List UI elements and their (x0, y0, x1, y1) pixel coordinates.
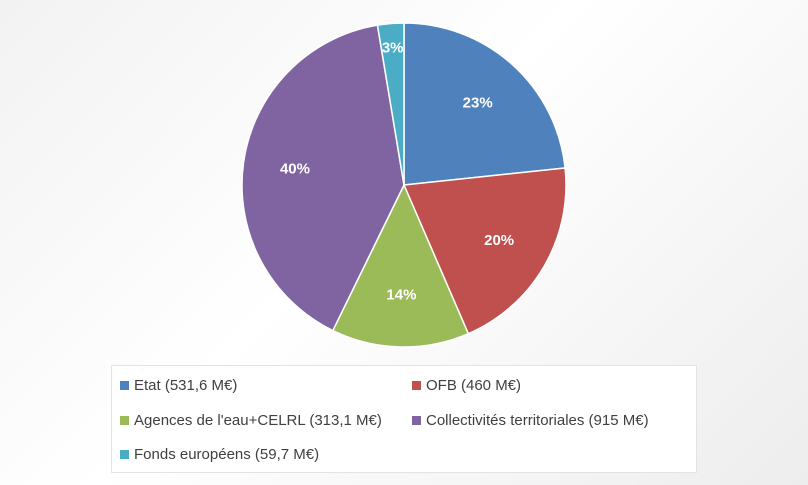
legend: Etat (531,6 M€) OFB (460 M€) Agences de … (111, 365, 697, 473)
pie-slice-collectivites (241, 24, 405, 332)
legend-label-agences: Agences de l'eau+CELRL (313,1 M€) (134, 412, 382, 429)
legend-swatch-fonds (120, 450, 129, 459)
pie-slice-ofb (402, 167, 567, 335)
data-label-ofb: 20% (484, 232, 514, 249)
legend-item-fonds: Fonds européens (59,7 M€) (120, 446, 319, 463)
legend-label-etat: Etat (531,6 M€) (134, 377, 238, 394)
legend-swatch-agences (120, 416, 129, 425)
pie-slice-agences (331, 183, 470, 348)
legend-swatch-etat (120, 381, 129, 390)
data-label-collectivites: 40% (280, 161, 310, 178)
legend-item-ofb: OFB (460 M€) (412, 377, 521, 394)
legend-swatch-ofb (412, 381, 421, 390)
pie-slice-fonds (376, 22, 405, 186)
legend-item-collectivites: Collectivités territoriales (915 M€) (412, 412, 649, 429)
pie-slice-etat (403, 22, 566, 186)
legend-label-fonds: Fonds européens (59,7 M€) (134, 446, 320, 463)
data-label-etat: 23% (463, 95, 493, 112)
legend-swatch-collectivites (412, 416, 421, 425)
legend-label-ofb: OFB (460 M€) (426, 377, 522, 394)
legend-item-agences: Agences de l'eau+CELRL (313,1 M€) (120, 412, 382, 429)
data-label-agences: 14% (386, 287, 416, 304)
legend-label-collectivites: Collectivités territoriales (915 M€) (426, 412, 649, 429)
data-label-fonds: 3% (382, 39, 404, 56)
legend-item-etat: Etat (531,6 M€) (120, 377, 237, 394)
